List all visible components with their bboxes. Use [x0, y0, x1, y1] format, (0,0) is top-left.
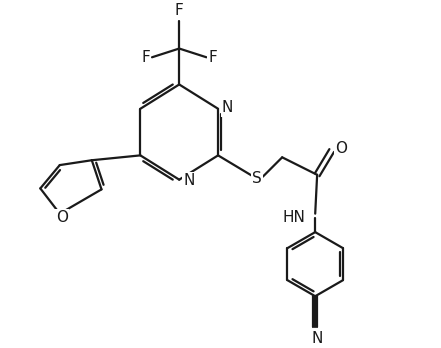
Text: N: N [311, 331, 323, 346]
Text: HN: HN [283, 210, 306, 225]
Text: O: O [56, 210, 67, 225]
Text: O: O [336, 141, 348, 156]
Text: F: F [208, 50, 217, 65]
Text: N: N [183, 173, 194, 188]
Text: N: N [222, 100, 233, 115]
Text: F: F [141, 50, 150, 65]
Text: S: S [252, 171, 262, 186]
Text: F: F [175, 3, 183, 18]
